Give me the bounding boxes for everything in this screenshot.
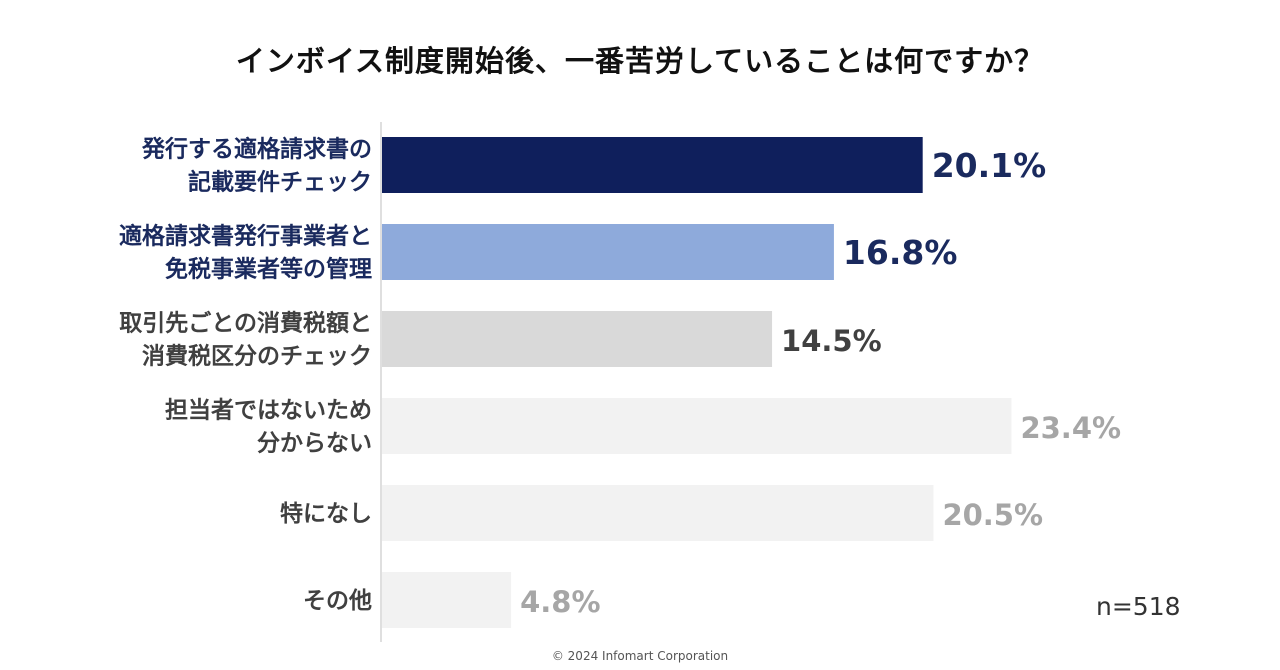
bar (382, 398, 1012, 454)
bar (382, 311, 773, 367)
bar (382, 137, 923, 193)
value-label: 14.5% (781, 324, 882, 358)
value-label: 23.4% (1020, 411, 1121, 445)
category-label: 特になし (280, 501, 372, 527)
category-label-line: その他 (303, 588, 372, 614)
category-label: 取引先ごとの消費税額と消費税区分のチェック (119, 310, 372, 370)
category-label-line: 取引先ごとの消費税額と (119, 310, 372, 337)
value-label: 20.1% (932, 146, 1046, 185)
value-label: 20.5% (942, 498, 1043, 532)
sample-size-label: n=518 (1096, 592, 1181, 621)
chart-title: インボイス制度開始後、一番苦労していることは何ですか？ (235, 44, 1045, 78)
category-label: 適格請求書発行事業者と免税事業者等の管理 (119, 223, 372, 283)
value-label: 4.8% (520, 585, 600, 619)
category-label-line: 分からない (257, 431, 372, 457)
category-label-line: 消費税区分のチェック (142, 343, 372, 370)
category-label-line: 適格請求書発行事業者と (119, 223, 372, 250)
category-label-line: 特になし (280, 501, 372, 527)
copyright-text: © 2024 Infomart Corporation (551, 649, 729, 663)
category-label-line: 免税事業者等の管理 (165, 256, 372, 283)
bar (382, 572, 512, 628)
category-label: 発行する適格請求書の記載要件チェック (141, 136, 372, 196)
category-label-line: 発行する適格請求書の (141, 136, 372, 163)
bar (382, 224, 834, 280)
category-label: 担当者ではないため分からない (165, 398, 372, 457)
bar (382, 485, 934, 541)
value-label: 16.8% (843, 233, 958, 272)
category-label: その他 (303, 588, 372, 614)
category-label-line: 記載要件チェック (188, 169, 372, 196)
category-label-line: 担当者ではないため (165, 398, 372, 424)
